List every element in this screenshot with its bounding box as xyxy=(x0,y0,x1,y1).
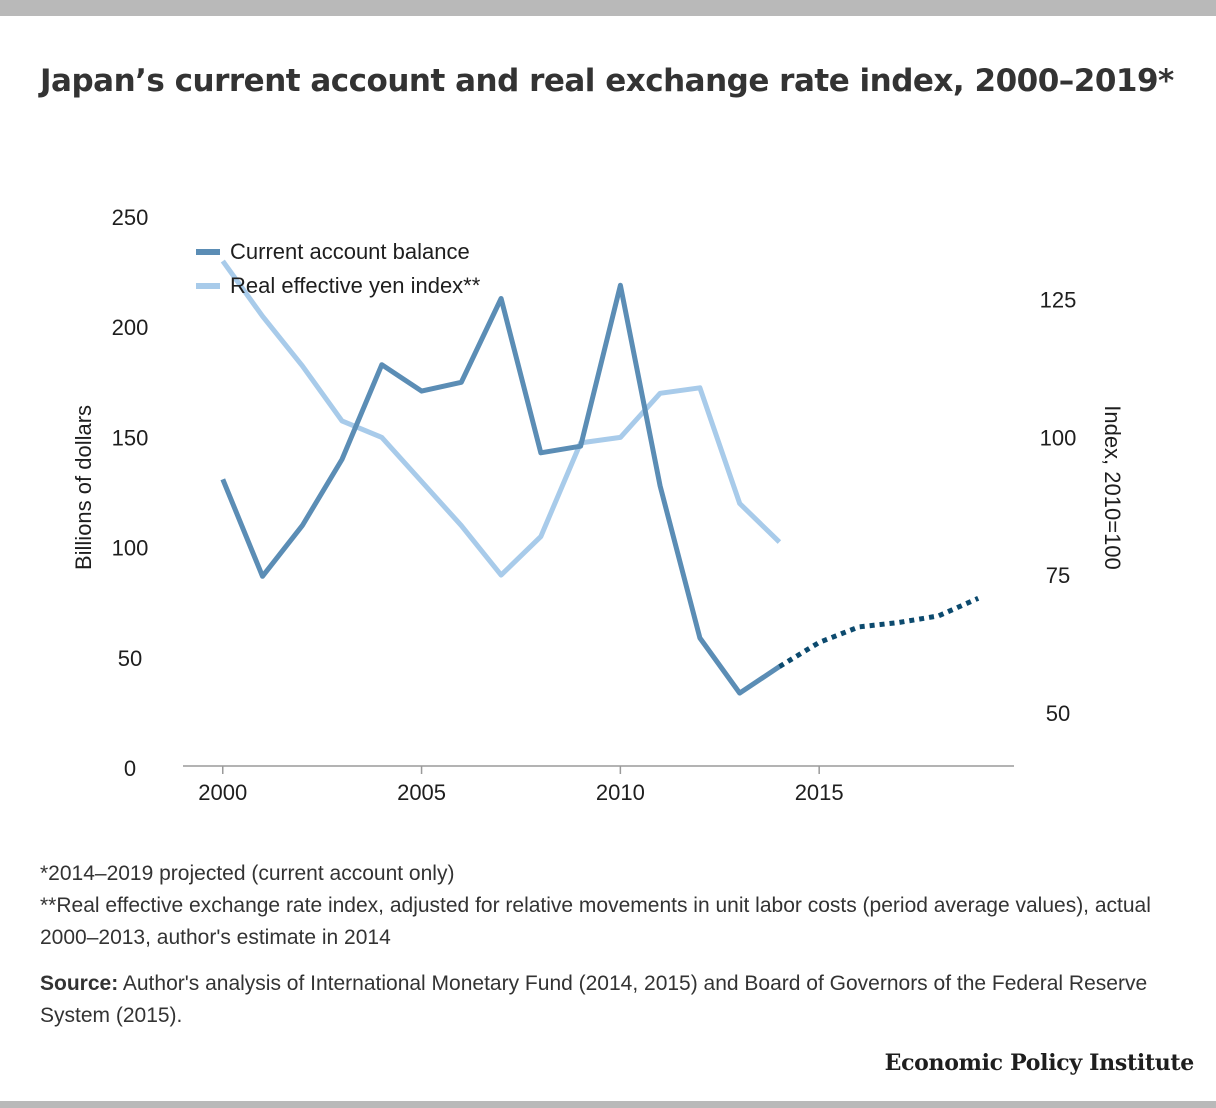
source-text: Author's analysis of International Monet… xyxy=(40,972,1148,1027)
y2-axis-title: Index, 2010=100 xyxy=(1100,405,1125,570)
footnotes: *2014–2019 projected (current account on… xyxy=(40,858,1160,954)
y2-tick-label: 100 xyxy=(1040,425,1077,450)
y-tick-label: 100 xyxy=(112,536,149,561)
x-tick-label: 2005 xyxy=(397,780,446,805)
legend-label: Real effective yen index** xyxy=(230,273,481,298)
source-note: Source: Author's analysis of Internation… xyxy=(40,968,1170,1032)
y-axis-title: Billions of dollars xyxy=(71,405,96,570)
y2-tick-label: 50 xyxy=(1046,701,1070,726)
chart: 2000 2005 2010 2015 0 50 100 150 200 250 50 75 100 12… xyxy=(71,205,1125,805)
y2-tick-label: 125 xyxy=(1040,288,1077,313)
top-border xyxy=(0,0,1216,16)
y-tick-label: 150 xyxy=(112,425,149,450)
y-tick-label: 200 xyxy=(112,315,149,340)
y-tick-label: 0 xyxy=(124,756,136,781)
legend-label: Current account balance xyxy=(230,239,470,264)
footnote-exchange-rate: **Real effective exchange rate index, ad… xyxy=(40,894,1151,949)
series-current-account-line xyxy=(220,282,781,696)
source-label: Source: xyxy=(40,972,119,995)
y-tick-label: 50 xyxy=(118,646,142,671)
plot-area: 2000 2005 2010 2015 0 50 100 150 200 250 50 75 100 12… xyxy=(71,205,1125,805)
x-tick-label: 2015 xyxy=(795,780,844,805)
bottom-border xyxy=(0,1101,1216,1108)
y-tick-label: 250 xyxy=(112,205,149,230)
publisher-logo: Economic Policy Institute xyxy=(884,1050,1195,1076)
series-yen-index-line xyxy=(220,259,782,578)
series-projection-line xyxy=(778,596,980,669)
x-tick-label: 2000 xyxy=(198,780,247,805)
footnote-projection: *2014–2019 projected (current account on… xyxy=(40,862,455,885)
y2-tick-label: 75 xyxy=(1046,563,1070,588)
x-tick-label: 2010 xyxy=(596,780,645,805)
chart-title: Japan’s current account and real exchang… xyxy=(40,63,1174,99)
